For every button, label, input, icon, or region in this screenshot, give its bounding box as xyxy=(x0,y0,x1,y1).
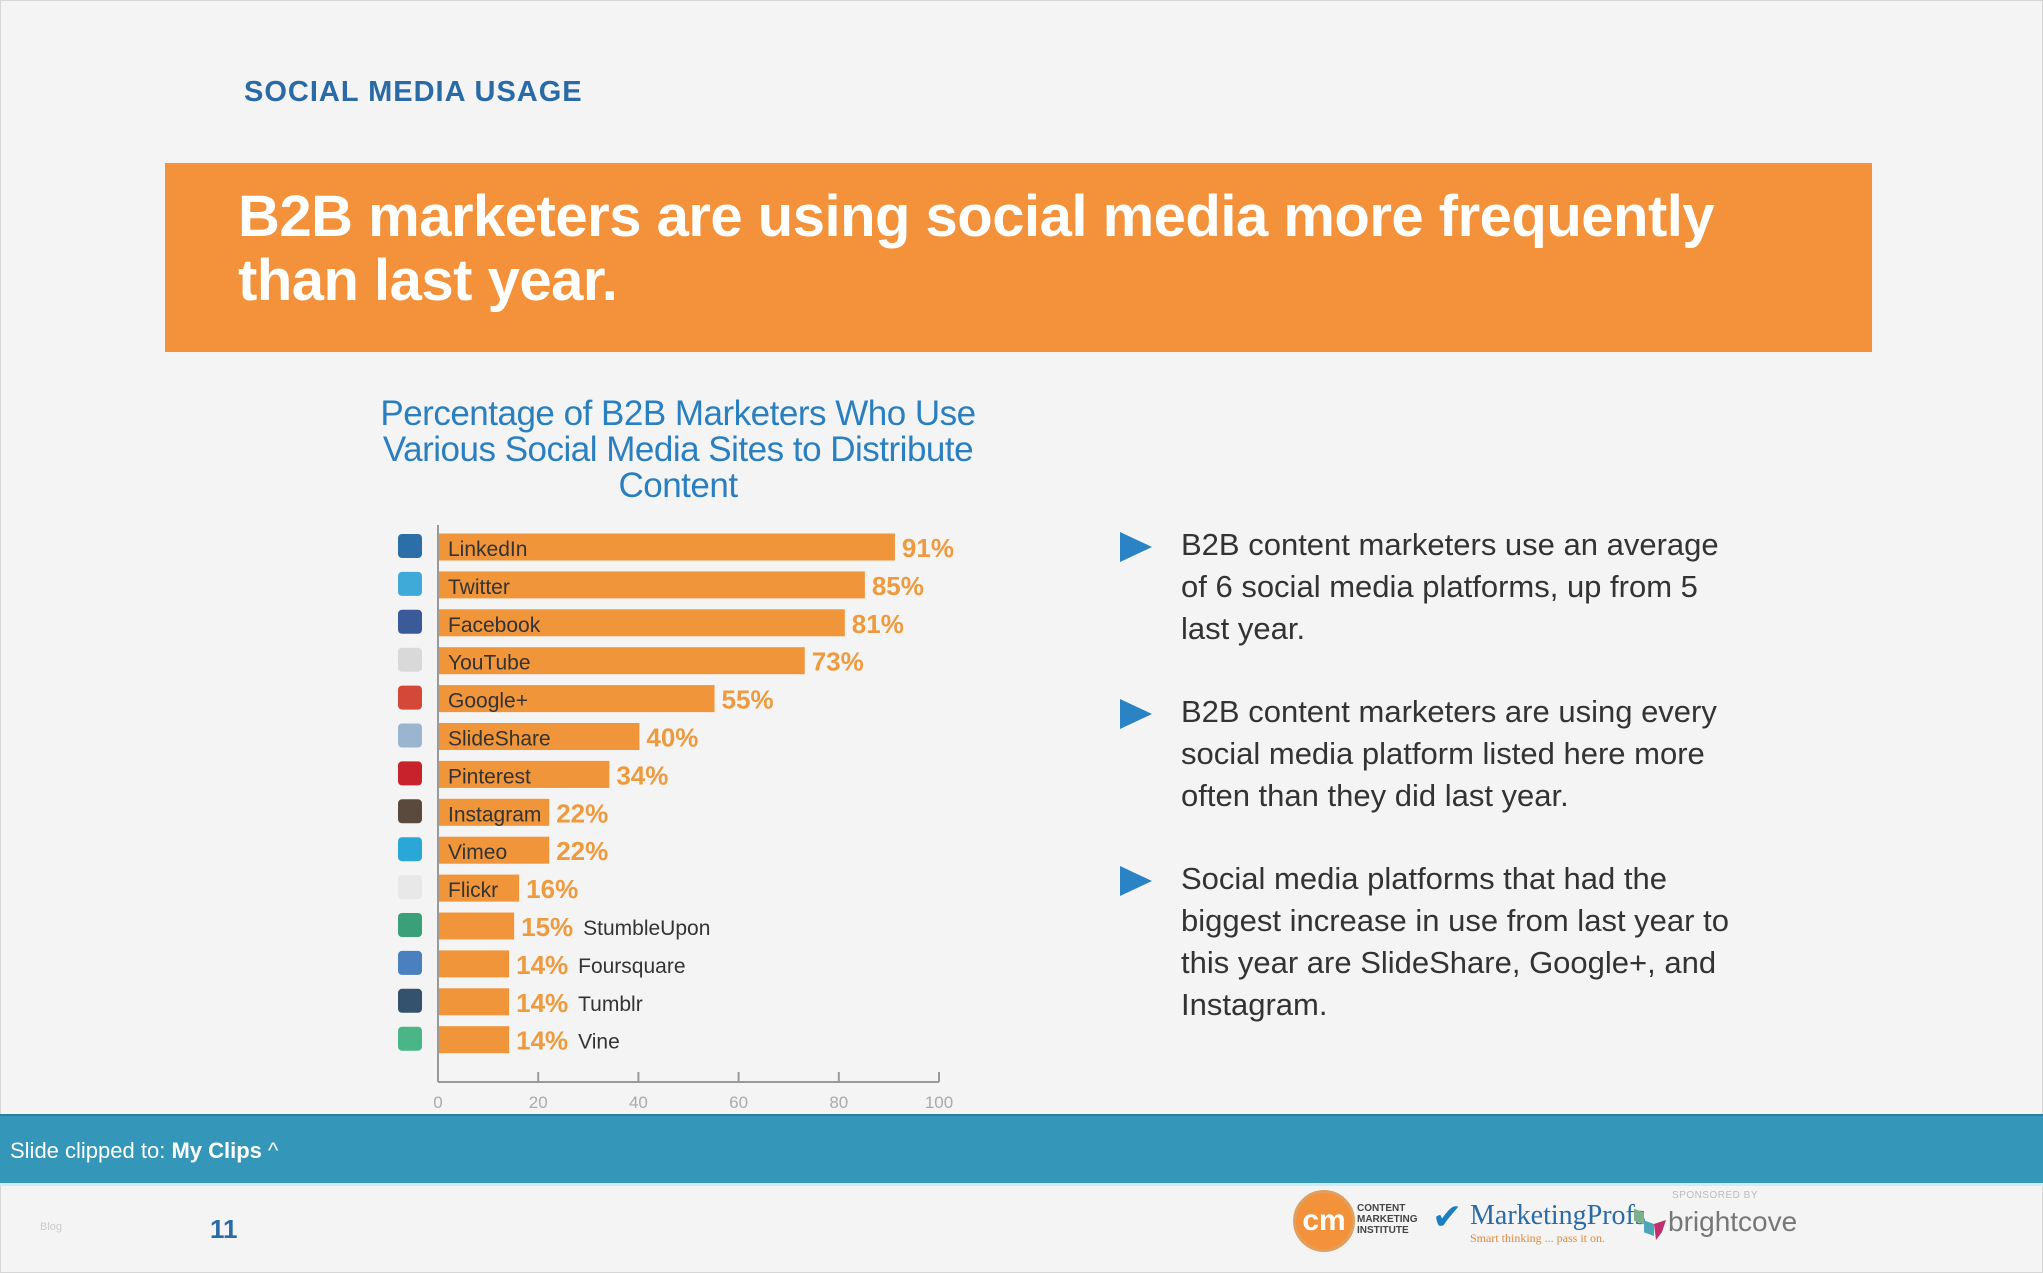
bar xyxy=(439,836,550,864)
category-label: StumbleUpon xyxy=(583,917,710,940)
value-label: 16% xyxy=(526,874,578,904)
bar xyxy=(439,988,510,1016)
category-label: Instagram xyxy=(448,803,541,826)
bullet-text: B2B content marketers use an average of … xyxy=(1181,527,1719,646)
category-label: YouTube xyxy=(448,652,531,675)
twitter-icon xyxy=(398,571,422,596)
category-label: Facebook xyxy=(448,614,541,637)
vine-icon xyxy=(398,1026,422,1051)
value-label: 14% xyxy=(516,988,568,1018)
bar xyxy=(439,685,715,713)
category-label: Vimeo xyxy=(448,841,507,864)
bar xyxy=(439,798,550,826)
tumblr-icon xyxy=(398,988,422,1013)
bullet-text: B2B content marketers are using every so… xyxy=(1181,694,1717,813)
value-label: 85% xyxy=(872,571,924,601)
sponsored-by-label: SPONSORED BY xyxy=(1672,1190,1759,1201)
bullet-item: B2B content marketers use an average of … xyxy=(1120,524,1740,650)
clip-bar: Slide clipped to: My Clips ^ xyxy=(0,1114,2043,1186)
category-label: Vine xyxy=(578,1031,620,1054)
bar xyxy=(439,723,640,750)
bullet-text: Social media platforms that had the bigg… xyxy=(1181,861,1729,1022)
category-label: Pinterest xyxy=(448,765,531,788)
page-number: 11 xyxy=(210,1214,238,1244)
value-label: 40% xyxy=(646,723,698,753)
bar xyxy=(439,950,510,978)
slideshare-icon xyxy=(398,723,422,748)
clip-prefix: Slide clipped to: xyxy=(10,1138,166,1163)
google-plus-icon xyxy=(398,685,422,710)
bar-chart: 91% LinkedIn 85% Twitter 81% Facebook 73% YouTu… xyxy=(398,525,954,1112)
category-label: Foursquare xyxy=(578,955,685,978)
value-label: 73% xyxy=(812,647,864,677)
x-tick-label: 40 xyxy=(629,1093,648,1112)
x-tick-label: 0 xyxy=(433,1093,442,1112)
brightcove-logo: brightcove xyxy=(1668,1206,1798,1237)
bullet-list: B2B content marketers use an average of … xyxy=(1120,524,1740,1067)
faint-label: Blog xyxy=(40,1221,63,1233)
youtube-icon xyxy=(398,647,422,672)
bar xyxy=(439,571,865,599)
category-label: Flickr xyxy=(448,879,498,902)
triangle-bullet-icon xyxy=(1120,532,1152,562)
linkedin-icon xyxy=(398,534,422,558)
value-label: 22% xyxy=(556,836,608,866)
bar xyxy=(439,912,515,940)
pinterest-icon xyxy=(398,761,422,786)
bullet-item: B2B content marketers are using every so… xyxy=(1120,691,1740,817)
x-tick-label: 20 xyxy=(529,1093,548,1112)
flickr-icon xyxy=(398,875,422,900)
value-label: 14% xyxy=(516,1026,568,1056)
triangle-bullet-icon xyxy=(1120,866,1152,896)
value-label: 22% xyxy=(556,798,608,828)
vimeo-icon xyxy=(398,837,422,862)
value-label: 91% xyxy=(902,533,954,563)
bar xyxy=(439,874,520,902)
headline-banner: B2B marketers are using social media mor… xyxy=(165,163,1872,352)
bird-logo-icon: ✔ xyxy=(1432,1196,1463,1237)
category-label: SlideShare xyxy=(448,728,551,751)
x-tick-label: 80 xyxy=(829,1093,848,1112)
brightcove-logo-icon xyxy=(1634,1208,1666,1240)
triangle-bullet-icon xyxy=(1120,699,1152,729)
bar xyxy=(439,609,845,637)
x-tick-label: 100 xyxy=(925,1093,953,1112)
cmi-logo-icon: cm xyxy=(1293,1190,1355,1252)
clip-target-link[interactable]: My Clips xyxy=(171,1138,262,1163)
category-label: Twitter xyxy=(448,576,510,599)
cmi-name: CONTENT MARKETING INSTITUTE xyxy=(1357,1203,1418,1236)
foursquare-icon xyxy=(398,950,422,975)
category-label: LinkedIn xyxy=(448,538,527,561)
stumbleupon-icon xyxy=(398,913,422,937)
value-label: 14% xyxy=(516,950,568,980)
category-label: Tumblr xyxy=(578,993,643,1016)
bar xyxy=(439,760,610,788)
x-tick-label: 60 xyxy=(729,1093,748,1112)
bar xyxy=(439,1026,510,1054)
marketingprofs-logo: MarketingProfs xyxy=(1470,1200,1646,1231)
bar xyxy=(439,647,805,675)
facebook-icon xyxy=(398,609,422,634)
chart-title: Percentage of B2B Marketers Who Use Vari… xyxy=(380,394,976,505)
category-label: Google+ xyxy=(448,690,528,713)
clip-status[interactable]: Slide clipped to: My Clips ^ xyxy=(10,1138,278,1164)
chevron-up-icon[interactable]: ^ xyxy=(268,1138,279,1163)
bullet-item: Social media platforms that had the bigg… xyxy=(1120,858,1740,1026)
value-label: 81% xyxy=(852,609,904,639)
value-label: 15% xyxy=(521,912,573,942)
value-label: 55% xyxy=(722,685,774,715)
headline-text: B2B marketers are using social media mor… xyxy=(238,184,1715,313)
instagram-icon xyxy=(398,799,422,824)
section-title: SOCIAL MEDIA USAGE xyxy=(244,76,583,108)
bar xyxy=(439,533,895,561)
value-label: 34% xyxy=(616,760,668,790)
marketingprofs-tagline: Smart thinking ... pass it on. xyxy=(1470,1231,1605,1245)
